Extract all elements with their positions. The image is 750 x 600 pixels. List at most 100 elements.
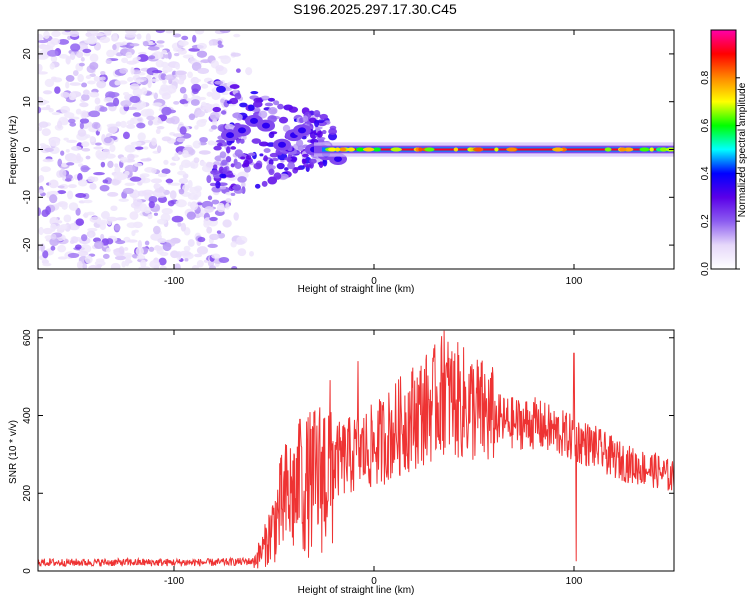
spectrogram-noise-blob [130, 83, 140, 91]
spectrogram-noise-blob [124, 164, 136, 173]
spectrogram-noise-blob [181, 35, 189, 41]
spectrogram-noise-blob [139, 101, 147, 109]
spectrogram-noise-blob [40, 243, 45, 253]
spectrogram-noise-blob [57, 120, 63, 129]
spectrogram-onset-blob [273, 172, 282, 180]
spectrogram-noise-blob [50, 233, 57, 240]
spectrogram-noise-blob [161, 92, 171, 100]
spectrogram-noise-blob [196, 50, 208, 58]
spectrogram-noise-blob [79, 102, 89, 108]
spectrogram-noise-blob [203, 221, 210, 228]
spectrogram-noise-blob [120, 100, 132, 107]
spectrogram-noise-blob [94, 240, 104, 250]
x-tick-label: -100 [164, 576, 184, 587]
spectrogram-noise-blob [50, 223, 57, 231]
spectrogram-noise-blob [182, 184, 190, 193]
spectrogram-noise-blob [122, 131, 130, 140]
spectrogram-noise-blob [175, 199, 187, 208]
spectrogram-noise-blob [209, 265, 217, 269]
spectrogram-noise-blob [96, 264, 103, 268]
spectrogram-noise-blob [174, 263, 181, 269]
spectrogram-noise-blob [237, 248, 247, 257]
spectrogram-noise-blob [203, 259, 209, 263]
spectrogram-onset-blob [237, 176, 247, 183]
spectrogram-noise-blob [162, 242, 172, 252]
spectrogram-noise-blob [194, 125, 199, 130]
spectrogram-noise-blob [178, 40, 189, 46]
spectrogram-onset-blob [243, 165, 251, 173]
spectrogram-noise-blob [165, 178, 174, 184]
signal-blob [506, 147, 517, 152]
spectrogram-noise-blob [85, 32, 92, 37]
spectrogram-noise-blob [80, 57, 85, 62]
spectrogram-noise-blob [109, 144, 116, 153]
spectrogram-noise-blob [69, 82, 82, 86]
spectrogram-noise-blob [74, 244, 82, 250]
spectrogram-noise-blob [100, 211, 110, 219]
spectrogram-noise-blob [82, 213, 89, 218]
spectrogram-onset-blob [258, 141, 269, 147]
spectrogram-noise-blob [179, 86, 187, 94]
spectrogram-onset-blob [282, 124, 291, 133]
spectrogram-noise-blob [124, 257, 130, 267]
spectrogram-noise-blob [69, 30, 80, 38]
spectrogram-noise-blob [209, 111, 220, 121]
spectrogram-noise-blob [170, 162, 177, 166]
spectrogram-noise-blob [140, 158, 152, 162]
spectrogram-noise-blob [146, 74, 152, 80]
signal-blob [362, 147, 375, 152]
spectrogram-noise-blob [192, 34, 197, 43]
spectrogram-noise-blob [82, 48, 92, 54]
spectrogram-noise-blob [197, 42, 207, 50]
spectrogram-onset-blob [222, 168, 228, 174]
signal-blob [494, 147, 499, 152]
spectrogram-onset-blob [230, 163, 235, 168]
spectrogram-noise-blob [154, 188, 166, 193]
spectrogram-onset-blob [239, 102, 248, 108]
spectrogram-noise-blob [51, 111, 61, 116]
spectrogram-noise-blob [124, 144, 137, 153]
spectrogram-onset-blob [216, 142, 223, 147]
spectrogram-noise-blob [77, 128, 87, 137]
spectrogram-onset-blob [321, 129, 327, 135]
spectrogram-noise-blob [145, 33, 151, 42]
spectrogram-noise-blob [80, 110, 88, 119]
spectrogram-onset-blob [268, 131, 275, 139]
spectrogram-noise-blob [135, 247, 144, 256]
spectrogram-noise-blob [177, 78, 185, 85]
spectrogram-noise-blob [183, 245, 191, 252]
spectrogram-noise-blob [217, 40, 222, 45]
spectrogram-noise-blob [177, 170, 187, 176]
spectrogram-onset-blob [226, 146, 231, 154]
spectrogram-ylabel: Frequency (Hz) [8, 116, 19, 185]
spectrogram-noise-blob [193, 157, 200, 164]
signal-blob [356, 147, 365, 152]
spectrogram-noise-blob [196, 246, 209, 255]
spectrogram-onset-blob [210, 125, 218, 130]
spectrogram-onset-core [278, 141, 286, 148]
spectrogram-noise-blob [155, 59, 164, 68]
spectrogram-noise-blob [69, 239, 75, 244]
spectrogram-noise-blob [225, 202, 230, 210]
spectrogram-noise-blob [61, 202, 68, 210]
spectrogram-noise-blob [130, 141, 142, 146]
spectrogram-noise-blob [81, 93, 90, 101]
spectrogram-noise-blob [42, 262, 52, 267]
spectrogram-noise-blob [50, 55, 58, 63]
spectrogram-noise-blob [216, 230, 222, 234]
signal-blob [639, 147, 650, 152]
spectrogram-onset-blob [236, 139, 241, 144]
spectrogram-noise-blob [63, 112, 75, 119]
spectrogram-noise-blob [38, 64, 43, 72]
spectrogram-noise-blob [105, 58, 112, 64]
spectrogram-noise-blob [142, 40, 149, 47]
spectrogram-noise-blob [75, 153, 82, 162]
spectrogram-noise-blob [106, 217, 113, 226]
y-tick-label: 20 [22, 48, 33, 60]
spectrogram-noise-blob [200, 59, 211, 64]
spectrogram-noise-blob [196, 119, 207, 128]
spectrogram-noise-blob [195, 110, 206, 118]
signal-blob [424, 147, 435, 152]
x-tick-label: 0 [371, 276, 377, 287]
